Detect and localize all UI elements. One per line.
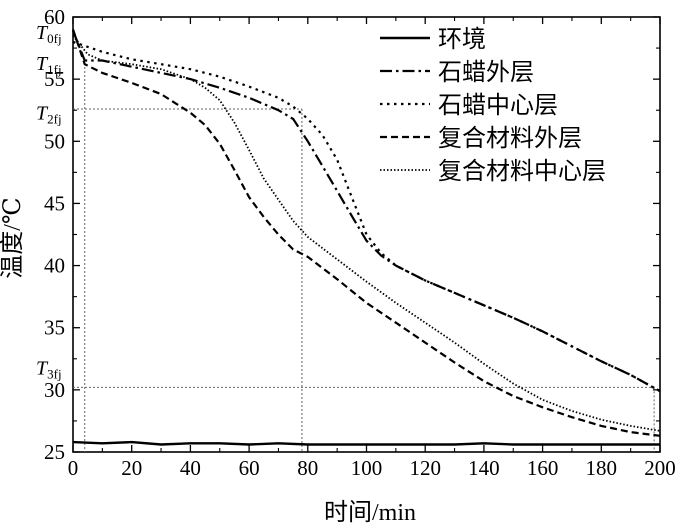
series-lines — [71, 29, 661, 446]
x-tick-label: 200 — [644, 456, 676, 480]
legend-label-1: 石蜡外层 — [438, 59, 534, 86]
x-axis-label: 时间/min — [324, 499, 416, 526]
y-tick-label: 30 — [44, 378, 65, 402]
temperature-marker-label: T0fj — [36, 22, 62, 46]
y-tick-label: 60 — [44, 5, 65, 29]
x-tick-label: 20 — [121, 456, 142, 480]
y-tick-label: 35 — [44, 316, 65, 340]
x-tick-label: 120 — [409, 456, 441, 480]
y-tick-label: 45 — [44, 191, 65, 215]
x-tick-label: 160 — [527, 456, 559, 480]
x-tick-label: 60 — [239, 456, 260, 480]
guide-lines — [73, 62, 655, 452]
legend-label-0: 环境 — [438, 26, 486, 53]
x-tick-label: 180 — [586, 456, 618, 480]
series-line-1 — [71, 30, 661, 393]
annotation-labels: T0fj T1fj T2fj T3fj — [36, 22, 62, 382]
y-tick-label: 40 — [44, 254, 65, 278]
plot-frame — [72, 16, 661, 453]
x-tick-label: 80 — [297, 456, 318, 480]
series-line-2 — [72, 40, 661, 393]
legend-label-2: 石蜡中心层 — [438, 92, 558, 119]
y-tick-label: 50 — [44, 129, 65, 153]
x-tick-label: 0 — [68, 456, 79, 480]
temperature-marker-label: T3fj — [36, 357, 62, 381]
legend-label-3: 复合材料外层 — [438, 125, 582, 152]
temperature-marker-label: T2fj — [36, 103, 62, 127]
temperature-marker-label: T1fj — [36, 53, 62, 77]
series-line-4 — [72, 35, 661, 432]
y-tick-label: 55 — [44, 67, 65, 91]
x-tick-label: 100 — [351, 456, 383, 480]
y-axis-label: 温度/℃ — [0, 197, 26, 279]
x-tick-label: 140 — [468, 456, 500, 480]
series-line-0 — [72, 440, 660, 446]
series-line-3 — [71, 29, 661, 437]
axes — [72, 16, 661, 453]
legend-label-4: 复合材料中心层 — [438, 158, 606, 185]
x-tick-label: 40 — [180, 456, 201, 480]
y-tick-label: 25 — [44, 440, 65, 464]
tick-labels: 0 20 40 60 80 100 120 140 160 180 200 25 30 35 40 45 50 5… — [44, 5, 676, 480]
